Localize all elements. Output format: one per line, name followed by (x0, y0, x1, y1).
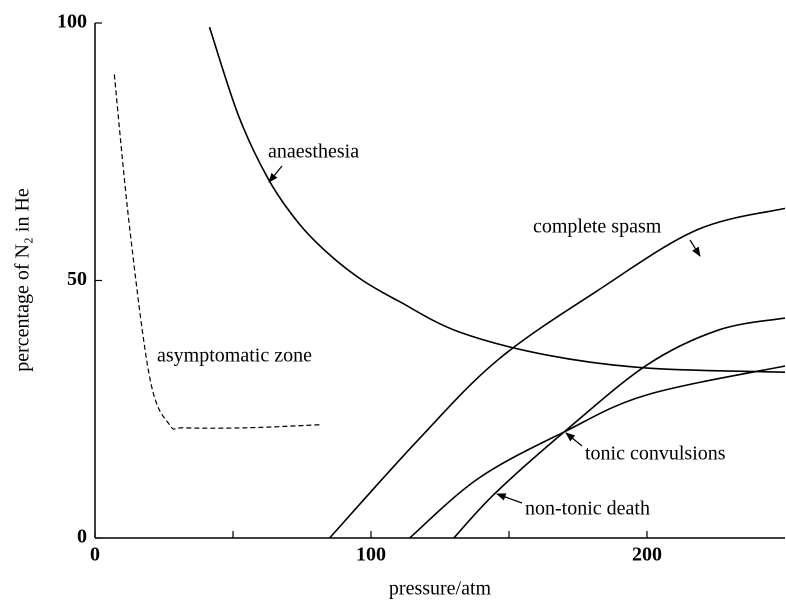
x-tick-label: 200 (632, 544, 662, 566)
curve-label: anaesthesia (268, 141, 359, 163)
arrow (496, 493, 523, 504)
x-axis-title: pressure/atm (389, 578, 492, 600)
x-tick-label: 0 (90, 544, 100, 566)
curve-label: asymptomatic zone (157, 345, 312, 367)
y-tick-label: 0 (77, 526, 87, 548)
x-tick-label: 100 (356, 544, 386, 566)
curve (113, 74, 322, 430)
curve (453, 317, 786, 539)
arrows (268, 165, 701, 504)
curve-label: non-tonic death (525, 498, 650, 520)
curve-label: tonic convulsions (585, 443, 726, 465)
arrow (268, 165, 283, 183)
curve (329, 207, 786, 539)
y-tick-label: 100 (57, 11, 87, 33)
y-tick-label: 50 (67, 268, 87, 290)
arrow (689, 239, 701, 257)
curve-label: complete spasm (533, 216, 662, 238)
arrow (565, 432, 583, 447)
curve (208, 26, 786, 373)
y-axis-title: percentage of N₂ in He (12, 188, 34, 372)
